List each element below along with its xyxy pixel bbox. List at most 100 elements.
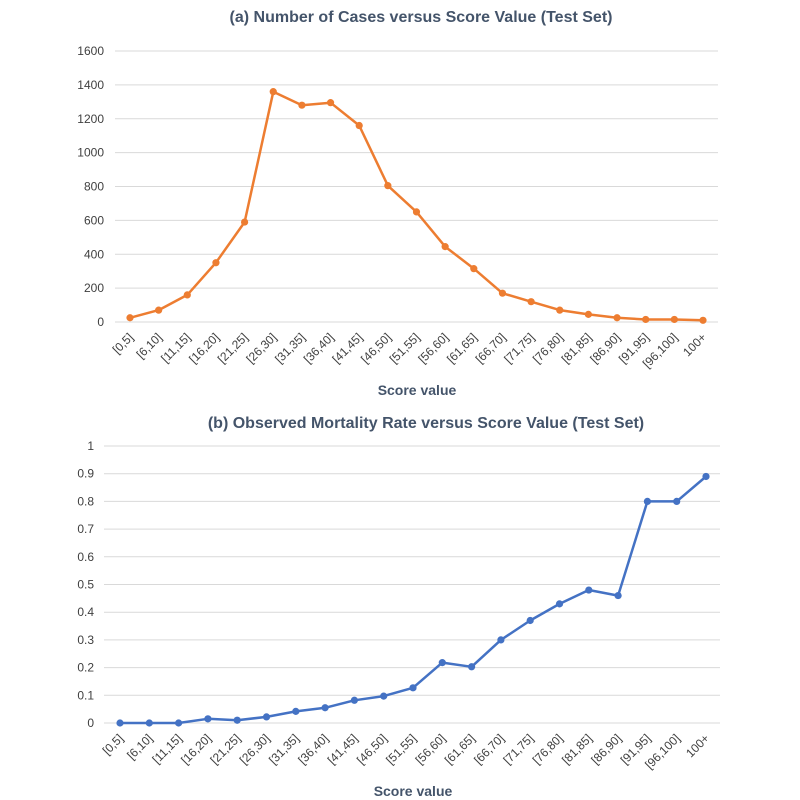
data-point [526, 616, 534, 625]
data-point [292, 707, 300, 715]
x-tick-label: [36,40] [301, 330, 337, 366]
x-tick-label: [41,45] [329, 330, 365, 366]
data-point [321, 704, 329, 712]
y-tick-label: 0 [97, 315, 104, 329]
data-point [116, 719, 124, 727]
y-tick-label: 1400 [77, 78, 104, 92]
y-tick-label: 400 [84, 247, 104, 261]
data-point [269, 88, 277, 96]
x-tick-label: [36,40] [295, 731, 331, 767]
y-tick-label: 600 [84, 213, 104, 227]
y-tick-label: 0.1 [77, 688, 94, 702]
x-tick-label: [71,75] [500, 731, 536, 767]
y-tick-label: 1200 [77, 112, 104, 126]
data-point [643, 497, 652, 505]
data-point [584, 310, 593, 318]
x-tick-label: [81,85] [559, 330, 595, 366]
data-point [670, 315, 678, 324]
x-tick-label: [86,90] [587, 330, 623, 366]
data-point [175, 719, 183, 727]
x-tick-label: [31,35] [272, 330, 308, 366]
x-tick-label: [56,60] [413, 731, 449, 767]
x-tick-label: [76,80] [530, 731, 566, 767]
data-point [556, 306, 564, 314]
x-tick-label: [61,65] [444, 330, 480, 366]
y-tick-label: 800 [84, 180, 104, 194]
y-tick-label: 0.3 [77, 633, 94, 647]
data-point [699, 316, 707, 324]
data-point [183, 291, 191, 299]
y-tick-label: 200 [84, 281, 104, 295]
x-tick-label: [26,30] [244, 330, 280, 366]
x-tick-label: [81,85] [559, 731, 595, 767]
x-tick-label: [71,75] [501, 330, 537, 366]
data-point [298, 101, 306, 109]
data-point [155, 306, 163, 314]
data-point [384, 182, 392, 190]
data-point [126, 314, 134, 322]
x-tick-label: [26,30] [237, 731, 273, 767]
data-point [438, 659, 446, 667]
data-point [555, 600, 564, 608]
data-point [498, 289, 507, 297]
data-point [468, 663, 476, 671]
y-tick-label: 0.5 [77, 578, 94, 592]
x-tick-label: 100+ [680, 330, 709, 359]
y-tick-label: 0.8 [77, 494, 94, 508]
x-axis-label: Score value [378, 382, 457, 398]
y-tick-label: 0.9 [77, 467, 94, 481]
y-tick-label: 0.4 [77, 605, 94, 619]
chart-title: (b) Observed Mortality Rate versus Score… [208, 415, 644, 432]
data-point [409, 684, 417, 692]
data-point [673, 497, 681, 505]
x-tick-label: [41,45] [325, 731, 361, 767]
data-point [355, 121, 363, 130]
data-point [350, 696, 358, 704]
data-point [212, 259, 220, 267]
data-point [262, 713, 271, 721]
data-point [585, 586, 593, 594]
x-tick-label: [0,5] [110, 330, 136, 356]
y-tick-label: 0.2 [77, 661, 94, 675]
data-point [614, 591, 622, 600]
x-axis-label: Score value [374, 783, 453, 799]
x-tick-label: [16,20] [186, 330, 222, 366]
y-tick-label: 0 [87, 716, 94, 730]
cases-chart: (a) Number of Cases versus Score Value (… [77, 9, 718, 398]
data-point [241, 218, 249, 226]
data-point [642, 315, 650, 324]
x-tick-label: [46,50] [354, 731, 390, 767]
data-point [145, 719, 153, 727]
x-tick-label: [21,25] [215, 330, 251, 366]
x-tick-label: [31,35] [266, 731, 302, 767]
data-point [233, 716, 241, 724]
data-point [613, 314, 621, 322]
x-tick-label: [56,60] [415, 330, 451, 366]
x-tick-label: [66,70] [471, 731, 507, 767]
x-tick-label: [11,15] [158, 330, 193, 365]
x-tick-label: [61,65] [442, 731, 478, 767]
data-point [326, 99, 335, 107]
data-point [470, 265, 478, 273]
x-tick-label: [11,15] [149, 731, 184, 766]
x-tick-label: [46,50] [358, 330, 394, 366]
data-point [380, 692, 388, 700]
mortality-chart: (b) Observed Mortality Rate versus Score… [77, 415, 720, 799]
data-point [527, 298, 535, 306]
x-tick-label: [21,25] [207, 731, 243, 767]
x-tick-label: [76,80] [530, 330, 566, 366]
data-point [497, 636, 505, 644]
x-tick-label: [86,90] [588, 731, 624, 767]
x-tick-label: [51,55] [387, 330, 423, 366]
x-tick-label: 100+ [683, 731, 712, 760]
y-tick-label: 1 [87, 439, 94, 453]
data-point [412, 208, 421, 216]
series-line [129, 90, 704, 322]
data-point [702, 472, 710, 481]
data-point [204, 715, 212, 723]
y-tick-label: 0.6 [77, 550, 94, 564]
y-tick-label: 0.7 [77, 522, 94, 536]
x-tick-label: [0,5] [100, 731, 126, 757]
y-tick-label: 1600 [77, 44, 104, 58]
